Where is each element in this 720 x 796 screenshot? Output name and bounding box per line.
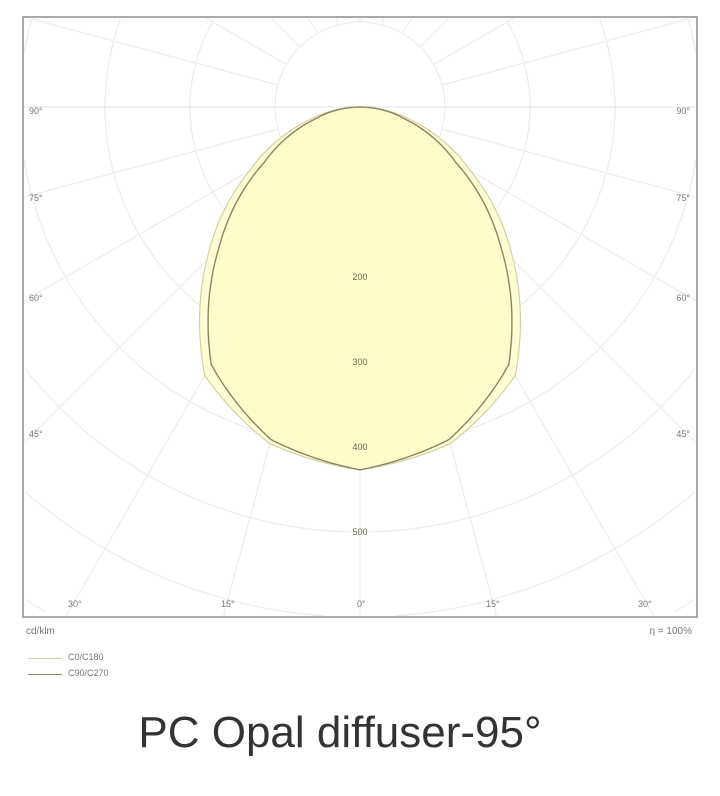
grid-circle (24, 18, 696, 448)
grid-radial-line (205, 18, 287, 66)
angle-label-left-60: 60° (29, 293, 43, 303)
radial-tick-label: 200 (352, 272, 367, 282)
grid-radial-line (441, 18, 693, 86)
radial-tick-label: 500 (352, 527, 367, 537)
angle-label-right-90: 90° (676, 106, 690, 116)
series-curve-c90-c270 (207, 106, 513, 471)
angle-label-left-75: 75° (29, 193, 43, 203)
angle-label-bottom-15-left: 15° (221, 599, 235, 609)
grid-radial-line (308, 18, 319, 34)
angle-label-bottom-30-left: 30° (68, 599, 82, 609)
grid-radial-line (433, 148, 696, 302)
angle-label-left-45: 45° (29, 429, 43, 439)
angle-label-right-45: 45° (676, 429, 690, 439)
grid-radial-line (24, 128, 279, 198)
grid-radial-line (27, 18, 279, 86)
grid-radial-line (381, 18, 385, 26)
legend-swatch-c90 (28, 674, 62, 675)
grid-radial-line (335, 18, 339, 26)
grid-radial-line (441, 128, 696, 198)
legend-swatch-c0 (28, 658, 62, 659)
unit-label: cd/klm (26, 626, 55, 637)
grid-radial-line (419, 18, 450, 48)
polar-chart: 200 300 400 500 90° 75° 60° 45° 90° 75° 60°… (22, 16, 698, 618)
angle-label-bottom-15-right: 15° (486, 599, 500, 609)
legend-label-c90: C90/C270 (68, 668, 109, 678)
radial-tick-label: 400 (352, 442, 367, 452)
grid-circle (26, 599, 694, 613)
efficiency-label: η = 100% (649, 626, 692, 637)
angle-label-right-75: 75° (676, 193, 690, 203)
grid-circle (25, 491, 695, 616)
angle-label-bottom-0: 0° (357, 599, 366, 609)
angle-label-left-90: 90° (29, 106, 43, 116)
angle-label-right-60: 60° (676, 293, 690, 303)
radial-tick-label: 300 (352, 357, 367, 367)
grid-radial-line (24, 148, 287, 302)
grid-radial-line (401, 18, 412, 34)
grid-radial-line (270, 18, 301, 48)
angle-label-bottom-30-right: 30° (638, 599, 652, 609)
caption: PC Opal diffuser-95° (138, 708, 542, 757)
grid-circle (24, 368, 696, 533)
legend-label-c0: C0/C180 (68, 652, 104, 662)
grid-radial-line (433, 18, 515, 66)
polar-chart-svg: 200 300 400 500 (24, 18, 696, 616)
